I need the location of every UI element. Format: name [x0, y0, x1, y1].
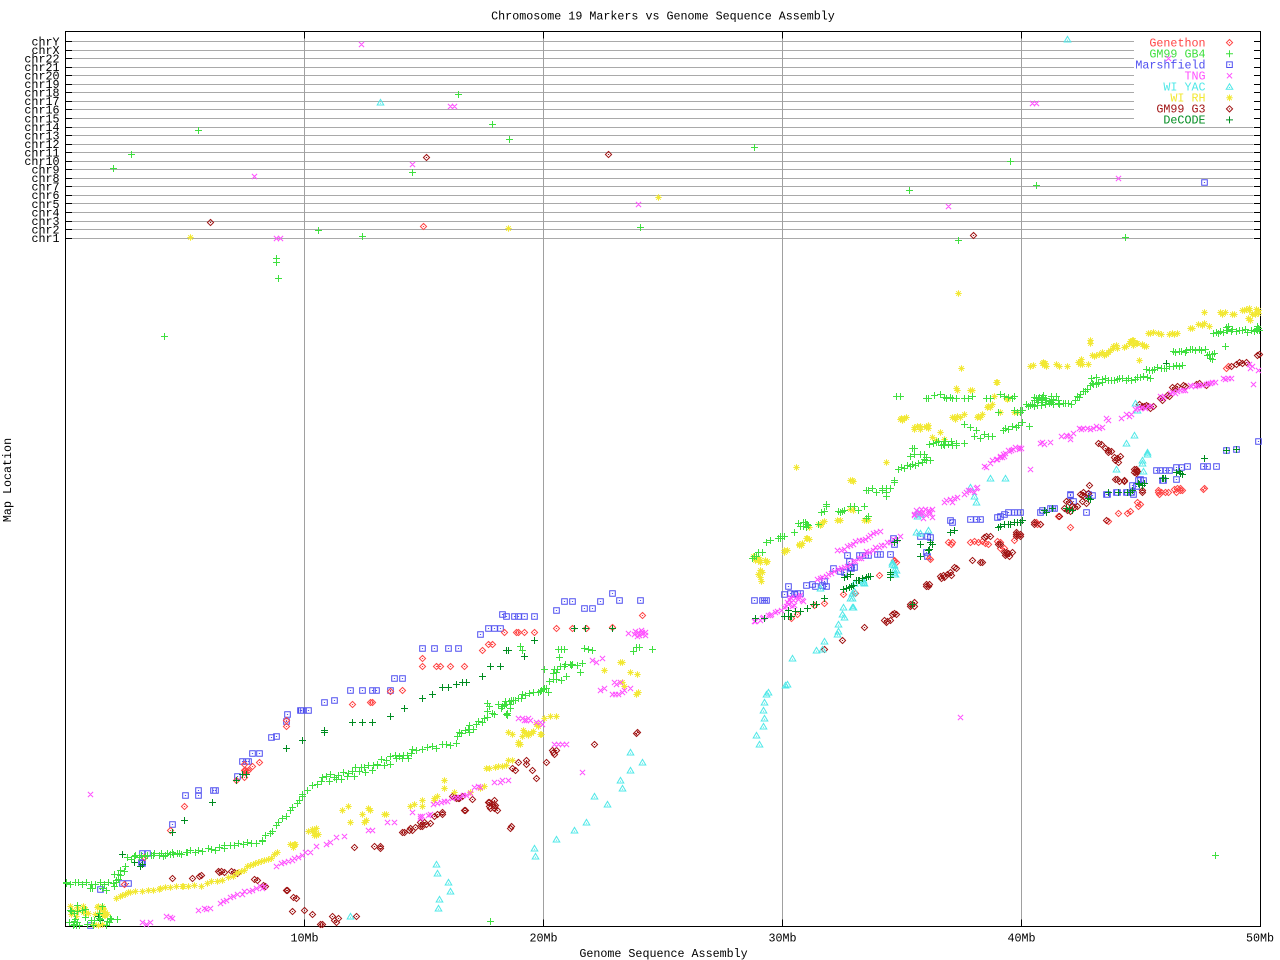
- svg-text:chr6: chr6: [31, 189, 59, 203]
- svg-text:50Mb: 50Mb: [1246, 932, 1274, 946]
- svg-text:chr12: chr12: [24, 138, 59, 152]
- svg-text:chr1: chr1: [31, 232, 59, 246]
- svg-text:WI RH: WI RH: [1170, 92, 1205, 106]
- svg-text:10Mb: 10Mb: [290, 932, 318, 946]
- svg-text:WI YAC: WI YAC: [1163, 81, 1205, 95]
- svg-text:Genome Sequence Assembly: Genome Sequence Assembly: [579, 947, 747, 960]
- svg-text:Genethon: Genethon: [1149, 36, 1205, 50]
- svg-text:chr7: chr7: [31, 181, 59, 195]
- svg-text:chr22: chr22: [24, 52, 59, 66]
- svg-text:chrX: chrX: [31, 44, 59, 58]
- svg-text:GM99 GB4: GM99 GB4: [1149, 48, 1205, 62]
- svg-text:30Mb: 30Mb: [768, 932, 796, 946]
- svg-text:chr18: chr18: [24, 87, 59, 101]
- svg-text:chr11: chr11: [24, 147, 59, 161]
- svg-text:chr19: chr19: [24, 78, 59, 92]
- svg-text:chr8: chr8: [31, 172, 59, 186]
- svg-text:Marshfield: Marshfield: [1135, 59, 1205, 73]
- svg-text:GM99 G3: GM99 G3: [1156, 103, 1205, 117]
- svg-text:chr5: chr5: [31, 198, 59, 212]
- svg-text:40Mb: 40Mb: [1007, 932, 1035, 946]
- svg-text:chr4: chr4: [31, 206, 59, 220]
- svg-text:chrY: chrY: [31, 35, 59, 49]
- svg-text:DeCODE: DeCODE: [1163, 114, 1205, 128]
- svg-text:Chromosome 19 Markers vs Genom: Chromosome 19 Markers vs Genome Sequence…: [491, 10, 835, 24]
- svg-text:chr17: chr17: [24, 95, 59, 109]
- svg-text:Map Location: Map Location: [1, 438, 15, 522]
- svg-text:chr13: chr13: [24, 129, 59, 143]
- svg-text:chr14: chr14: [24, 121, 59, 135]
- svg-text:chr21: chr21: [24, 61, 59, 75]
- svg-text:TNG: TNG: [1184, 70, 1205, 84]
- svg-text:chr20: chr20: [24, 70, 59, 84]
- svg-text:chr10: chr10: [24, 155, 59, 169]
- svg-text:chr15: chr15: [24, 112, 59, 126]
- svg-text:chr16: chr16: [24, 104, 59, 118]
- svg-text:20Mb: 20Mb: [529, 932, 557, 946]
- svg-text:chr2: chr2: [31, 223, 59, 237]
- svg-text:chr9: chr9: [31, 164, 59, 178]
- svg-text:chr3: chr3: [31, 215, 59, 229]
